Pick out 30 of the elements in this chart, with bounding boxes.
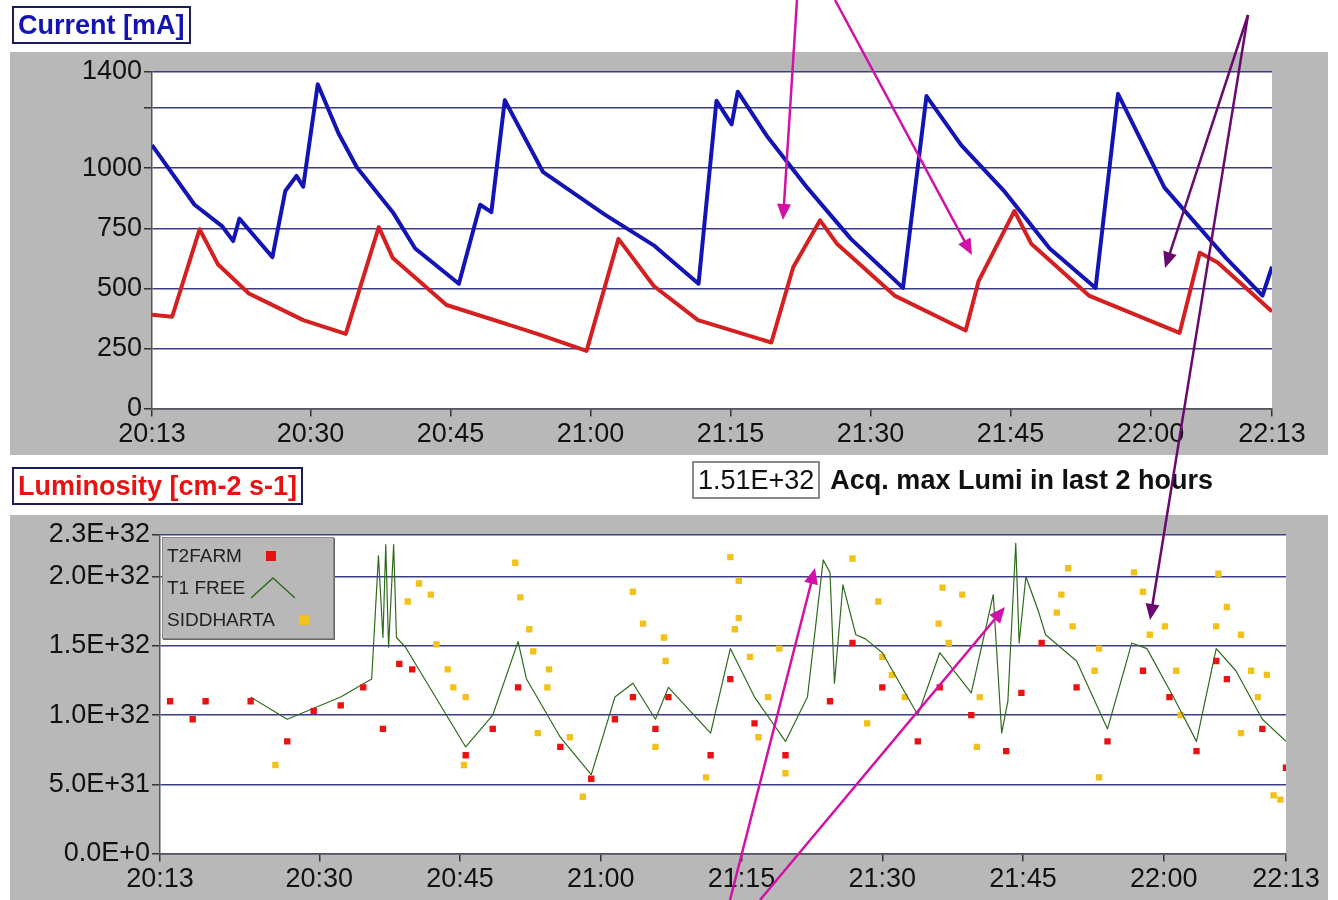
x-tick-label: 21:15 [696, 418, 765, 449]
x-tick-label: 21:30 [836, 418, 905, 449]
x-tick-label: 21:45 [989, 863, 1057, 894]
x-tick-label: 22:00 [1130, 863, 1198, 894]
x-tick-label: 21:00 [556, 418, 625, 449]
x-tick-label: 20:30 [276, 418, 345, 449]
x-tick-label: 22:13 [1238, 418, 1306, 449]
legend-label: SIDDHARTA [167, 609, 276, 631]
chart-title: Luminosity [cm-2 s-1] [12, 467, 304, 505]
legend-label: T1 FREE [167, 577, 246, 599]
y-tick-label: 5.0E+31 [48, 767, 150, 798]
y-tick-label: 1400 [81, 55, 142, 86]
y-tick-label: 1000 [81, 151, 142, 182]
y-tick-label: 500 [96, 271, 142, 302]
x-tick-label: 22:13 [1252, 863, 1320, 894]
y-tick-label: 2.0E+32 [48, 560, 150, 591]
y-tick-label: 1.5E+32 [48, 629, 150, 660]
y-tick-label: 2.3E+32 [48, 518, 150, 549]
x-tick-label: 20:30 [285, 863, 354, 894]
x-tick-label: 21:30 [848, 863, 917, 894]
y-tick-label: 250 [96, 331, 142, 362]
x-tick-label: 21:45 [976, 418, 1045, 449]
y-tick-label: 750 [96, 211, 142, 242]
text: 1.51E+32 [692, 461, 821, 499]
x-tick-label: 20:45 [426, 863, 494, 894]
x-tick-label: 20:45 [416, 418, 485, 449]
y-tick-label: 1.0E+32 [48, 698, 150, 729]
x-tick-label: 21:00 [567, 863, 635, 894]
legend-label: T2FARM [167, 545, 242, 567]
chart-title: Current [mA] [12, 6, 191, 44]
